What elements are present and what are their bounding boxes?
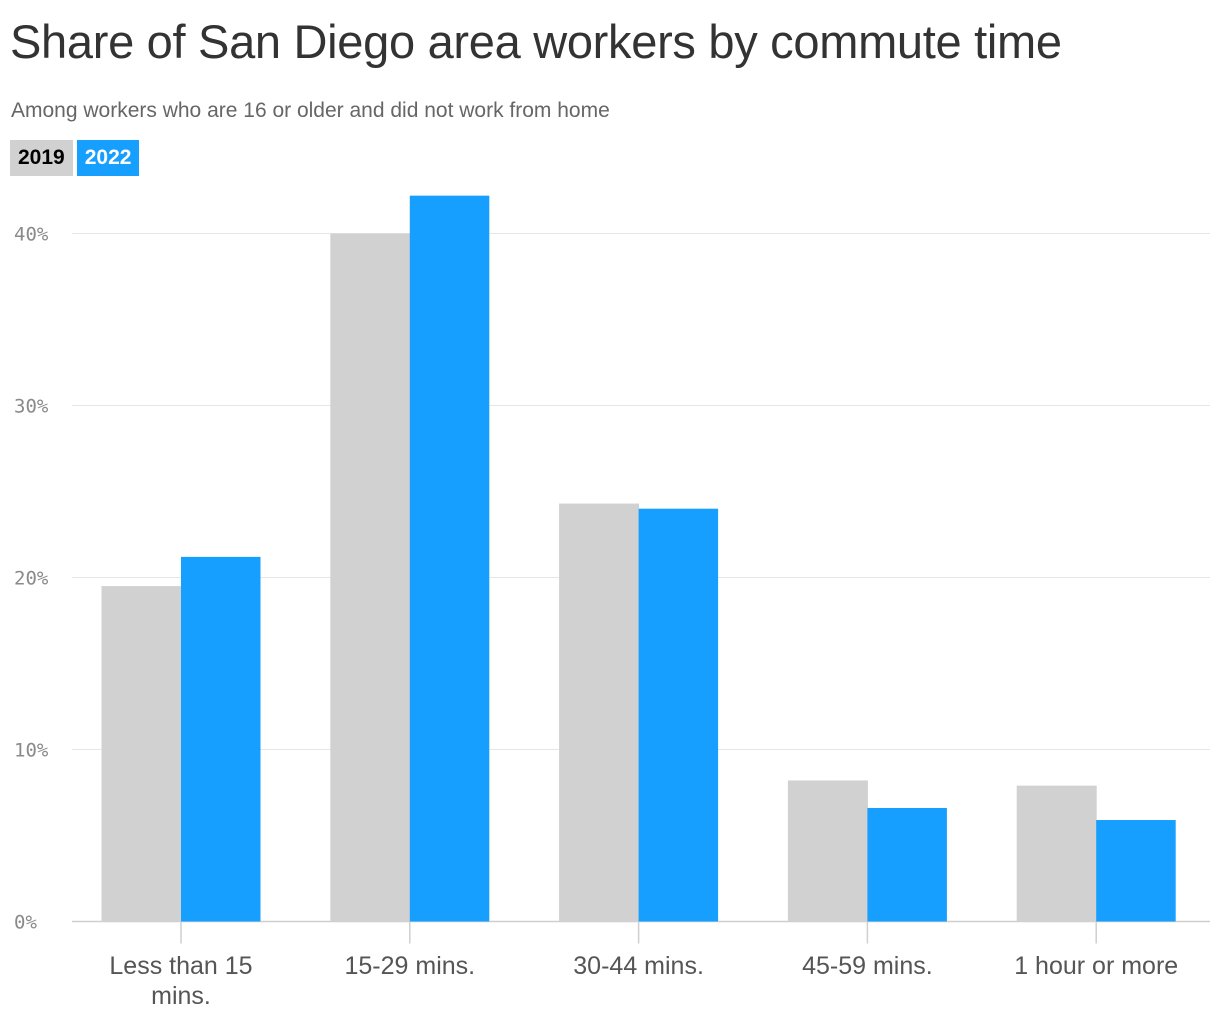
bar-2019-1 [330, 233, 411, 922]
bar-2022-2 [638, 508, 719, 922]
x-tick-label: 1 hour or more [1014, 952, 1178, 980]
y-tick-label: 20% [14, 568, 49, 590]
x-axis: Less than 15 mins. 15-29 mins. 30-44 mins. 4… [109, 921, 1178, 1010]
chart-title: Share of San Diego area workers by commu… [10, 15, 1062, 68]
x-tick-label: Less than 15 mins. [109, 952, 252, 1010]
x-tick-label: 45-59 mins. [802, 952, 933, 980]
legend-item-2019: 2019 [10, 140, 73, 176]
bar-2022-1 [409, 195, 490, 922]
x-tick-label: 15-29 mins. [344, 952, 475, 980]
bar-2019-4 [1016, 785, 1097, 922]
y-tick-label: 40% [14, 224, 49, 246]
bar-2022-0 [181, 556, 261, 922]
chart-subtitle: Among workers who are 16 or older and di… [11, 99, 610, 122]
legend-item-2022: 2022 [76, 140, 140, 176]
bars [101, 195, 1176, 922]
x-tick-label: 30-44 mins. [573, 952, 704, 980]
bar-2022-3 [867, 807, 947, 922]
legend: 2019 2022 [10, 140, 140, 176]
bar-2019-3 [787, 780, 868, 922]
y-tick-label: 30% [14, 396, 49, 418]
bar-2019-0 [101, 586, 182, 922]
y-tick-label: 10% [14, 740, 49, 762]
bar-2022-4 [1096, 820, 1176, 922]
y-tick-label: 0% [14, 912, 37, 934]
bar-2019-2 [559, 503, 640, 922]
